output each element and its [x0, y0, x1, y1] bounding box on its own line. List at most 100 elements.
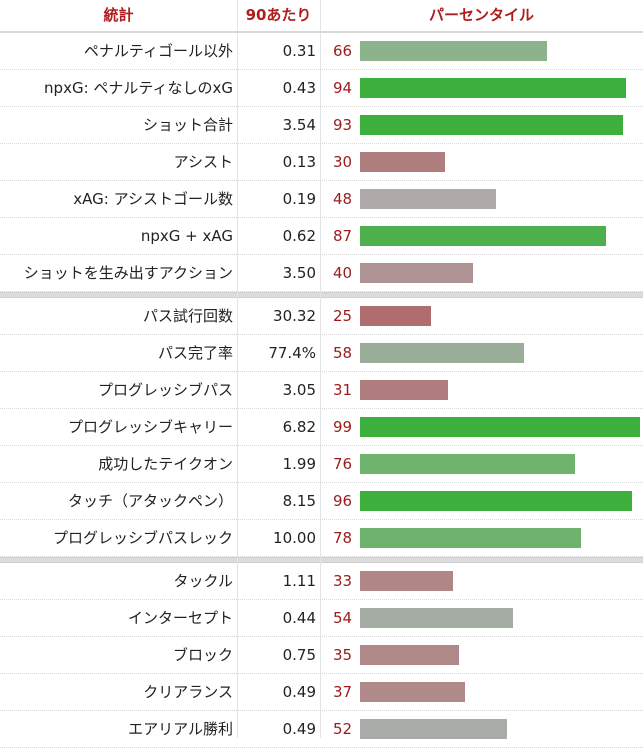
column-divider — [237, 0, 238, 738]
per90-value: 77.4% — [268, 344, 316, 362]
stat-label: アシスト — [173, 153, 233, 171]
per90-value: 30.32 — [273, 307, 316, 325]
table-row: タックル 1.11 33 — [0, 563, 643, 600]
percentile-value: 31 — [333, 381, 353, 399]
percentile-bar — [360, 645, 459, 665]
percentile-value: 52 — [333, 720, 353, 738]
percentile-bar — [360, 343, 524, 363]
stat-label: プログレッシブパス — [97, 381, 233, 399]
stat-label: ブロック — [172, 646, 233, 664]
stat-label: xAG: アシストゴール数 — [73, 190, 233, 208]
per90-value: 0.13 — [282, 153, 316, 171]
per90-value: 3.50 — [282, 264, 316, 282]
table-row: ブロック 0.75 35 — [0, 637, 643, 674]
stat-label: npxG: ペナルティなしのxG — [44, 79, 233, 97]
percentile-value: 35 — [333, 646, 353, 664]
percentile-bar — [360, 719, 507, 739]
table-row: ペナルティゴール以外 0.31 66 — [0, 33, 643, 70]
table-row: npxG: ペナルティなしのxG 0.43 94 — [0, 70, 643, 107]
percentile-bar — [360, 152, 445, 172]
per90-value: 0.19 — [282, 190, 316, 208]
percentile-value: 37 — [333, 683, 353, 701]
per90-value: 1.99 — [282, 455, 316, 473]
percentile-bar — [360, 306, 431, 326]
per90-value: 6.82 — [282, 418, 316, 436]
per90-value: 8.15 — [282, 492, 316, 510]
percentile-bar — [360, 115, 623, 135]
per90-value: 3.05 — [282, 381, 316, 399]
per90-value: 3.54 — [282, 116, 316, 134]
percentile-value: 94 — [333, 79, 353, 97]
table-row: プログレッシブパスレック 10.00 78 — [0, 520, 643, 557]
percentile-bar — [360, 380, 448, 400]
per90-value: 10.00 — [273, 529, 316, 547]
group-separator — [0, 292, 643, 298]
table-row: ショット合計 3.54 93 — [0, 107, 643, 144]
per90-value: 1.11 — [282, 572, 316, 590]
percentile-value: 87 — [333, 227, 353, 245]
table-row: パス試行回数 30.32 25 — [0, 298, 643, 335]
percentile-bar — [360, 571, 453, 591]
percentile-value: 33 — [333, 572, 353, 590]
header-stat[interactable]: 統計 — [103, 6, 134, 24]
percentile-value: 54 — [333, 609, 353, 627]
table-row: エアリアル勝利 0.49 52 — [0, 711, 643, 748]
table-header: 統計 90あたり パーセンタイル — [0, 0, 643, 33]
per90-value: 0.49 — [282, 720, 316, 738]
stat-label: プログレッシブパスレック — [52, 529, 233, 547]
percentile-bar — [360, 263, 473, 283]
percentile-bar — [360, 682, 465, 702]
stat-label: クリアランス — [143, 683, 233, 701]
per90-value: 0.44 — [282, 609, 316, 627]
header-percentile[interactable]: パーセンタイル — [428, 6, 534, 24]
percentile-bar — [360, 41, 547, 61]
per90-value: 0.49 — [282, 683, 316, 701]
percentile-value: 99 — [333, 418, 353, 436]
stat-label: ペナルティゴール以外 — [83, 42, 233, 60]
percentile-value: 66 — [333, 42, 353, 60]
table-row: タッチ（アタックペン） 8.15 96 — [0, 483, 643, 520]
percentile-bar — [360, 528, 581, 548]
stat-label: 成功したテイクオン — [98, 455, 233, 473]
percentile-bar — [360, 454, 575, 474]
percentile-bar — [360, 417, 640, 437]
stat-label: インターセプト — [127, 609, 233, 627]
table-row: パス完了率 77.4% 58 — [0, 335, 643, 372]
stat-label: パス試行回数 — [142, 307, 233, 325]
percentile-bar — [360, 491, 632, 511]
stat-label: npxG + xAG — [140, 227, 233, 245]
percentile-bar — [360, 608, 513, 628]
table-row: ショットを生み出すアクション 3.50 40 — [0, 255, 643, 292]
stat-label: ショット合計 — [142, 116, 233, 134]
table-row: インターセプト 0.44 54 — [0, 600, 643, 637]
header-per90[interactable]: 90あたり — [245, 6, 312, 24]
stat-label: タッチ（アタックペン） — [67, 492, 233, 510]
stat-label: プログレッシブキャリー — [67, 418, 233, 436]
percentile-value: 25 — [333, 307, 353, 325]
percentile-value: 93 — [333, 116, 353, 134]
table-row: 成功したテイクオン 1.99 76 — [0, 446, 643, 483]
table-row: xAG: アシストゴール数 0.19 48 — [0, 181, 643, 218]
table-row: プログレッシブキャリー 6.82 99 — [0, 409, 643, 446]
percentile-value: 30 — [333, 153, 353, 171]
table-row: アシスト 0.13 30 — [0, 144, 643, 181]
percentile-bar — [360, 78, 626, 98]
percentile-bar — [360, 226, 606, 246]
percentile-value: 76 — [333, 455, 353, 473]
percentile-value: 40 — [333, 264, 353, 282]
percentile-bar — [360, 189, 496, 209]
table-row: クリアランス 0.49 37 — [0, 674, 643, 711]
stat-label: タックル — [173, 572, 233, 590]
table-row: npxG + xAG 0.62 87 — [0, 218, 643, 255]
table-row: プログレッシブパス 3.05 31 — [0, 372, 643, 409]
percentile-value: 96 — [333, 492, 353, 510]
percentile-value: 78 — [333, 529, 353, 547]
per90-value: 0.62 — [282, 227, 316, 245]
per90-value: 0.43 — [282, 79, 316, 97]
table-body: ペナルティゴール以外 0.31 66 npxG: ペナルティなしのxG 0.43 94 ショ… — [0, 33, 643, 748]
column-divider — [320, 0, 321, 738]
per90-value: 0.31 — [282, 42, 316, 60]
stat-label: ショットを生み出すアクション — [23, 264, 233, 282]
group-separator — [0, 557, 643, 563]
